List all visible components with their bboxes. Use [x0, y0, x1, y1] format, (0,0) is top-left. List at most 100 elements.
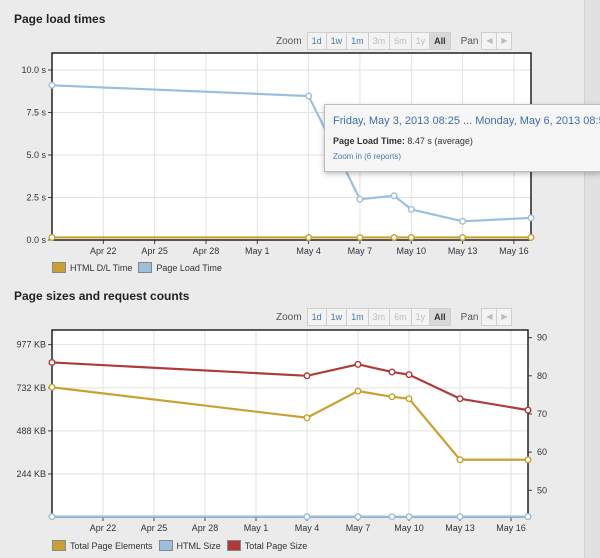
- legend-swatch: [158, 540, 173, 551]
- data-point: [48, 358, 56, 366]
- y-tick-label: 0.0 s: [26, 235, 46, 245]
- chevron-left-icon[interactable]: ◀: [481, 32, 498, 50]
- data-point: [390, 192, 398, 200]
- data-point: [48, 81, 56, 89]
- zoom-1y-button[interactable]: 1y: [410, 32, 431, 50]
- x-tick-label: Apr 28: [192, 523, 219, 533]
- x-tick-label: May 1: [244, 523, 269, 533]
- legend-item[interactable]: HTML D/L Time: [52, 262, 132, 273]
- page-sizes-chart: 244 KB 488 KB 732 KB 977 KB 50 60 70 80 90 Apr 22…: [16, 329, 547, 533]
- tooltip-metric-value: 8.47 s (average): [407, 136, 473, 146]
- pan-label: Pan: [460, 35, 479, 47]
- data-point: [354, 360, 362, 368]
- x-tick-label: May 13: [445, 523, 475, 533]
- data-point: [459, 233, 467, 241]
- y-left-tick-label: 244 KB: [16, 469, 46, 479]
- zoom-all-button[interactable]: All: [429, 308, 451, 326]
- legend-swatch: [52, 262, 66, 273]
- data-point: [303, 414, 311, 422]
- plot-area: [52, 330, 528, 517]
- zoom-3m-button[interactable]: 3m: [367, 32, 391, 50]
- data-point: [356, 195, 364, 203]
- data-point: [527, 214, 535, 222]
- load-times-legend: HTML D/L Time Page Load Time: [52, 262, 228, 273]
- legend-item[interactable]: Total Page Elements: [52, 540, 153, 551]
- data-point: [48, 383, 56, 391]
- x-tick-label: May 13: [448, 246, 478, 256]
- tooltip-title: Friday, May 3, 2013 08:25 ... Monday, Ma…: [333, 115, 600, 127]
- y-right-tick-label: 80: [537, 371, 547, 381]
- data-point: [354, 513, 362, 521]
- data-point: [388, 513, 396, 521]
- tooltip-metric: Page Load Time: 8.47 s (average): [333, 136, 473, 146]
- legend-item[interactable]: Page Load Time: [138, 262, 222, 273]
- page-sizes-legend: Total Page Elements HTML Size Total Page S…: [52, 540, 313, 551]
- data-point: [356, 233, 364, 241]
- data-point: [354, 387, 362, 395]
- x-tick-label: May 10: [396, 246, 426, 256]
- legend-label: HTML Size: [176, 540, 221, 551]
- data-point: [405, 395, 413, 403]
- zoom-1w-button[interactable]: 1w: [325, 32, 348, 50]
- data-point: [459, 217, 467, 225]
- zoom-all-button[interactable]: All: [429, 32, 451, 50]
- y-right-tick-label: 50: [537, 485, 547, 495]
- data-point: [527, 233, 535, 241]
- y-tick-label: 5.0 s: [26, 150, 46, 160]
- x-tick-label: May 7: [348, 246, 373, 256]
- x-tick-label: May 1: [245, 246, 270, 256]
- page-scroll-strip: [584, 0, 600, 558]
- zoom-label: Zoom: [276, 311, 302, 323]
- legend-item[interactable]: HTML Size: [158, 540, 221, 551]
- data-point: [456, 395, 464, 403]
- data-point: [405, 371, 413, 379]
- legend-swatch: [52, 540, 66, 551]
- legend-label: HTML D/L Time: [70, 262, 133, 273]
- chevron-right-icon[interactable]: ▶: [496, 32, 513, 50]
- data-point: [456, 456, 464, 464]
- data-point: [405, 513, 413, 521]
- data-point: [388, 393, 396, 401]
- data-point: [407, 205, 415, 213]
- legend-swatch: [226, 540, 241, 551]
- data-point: [305, 92, 313, 100]
- tooltip-zoom-link[interactable]: Zoom in (6 reports): [333, 152, 402, 161]
- chevron-right-icon[interactable]: ▶: [496, 308, 513, 326]
- pan-label: Pan: [460, 311, 479, 323]
- x-tick-label: May 4: [296, 246, 321, 256]
- x-tick-label: May 7: [346, 523, 371, 533]
- legend-item[interactable]: Total Page Size: [226, 540, 307, 551]
- x-tick-label: May 4: [295, 523, 320, 533]
- y-tick-label: 2.5 s: [26, 193, 46, 203]
- x-tick-label: Apr 25: [141, 246, 168, 256]
- data-point: [303, 513, 311, 521]
- y-tick-label: 10.0 s: [21, 65, 46, 75]
- y-left-tick-label: 977 KB: [16, 340, 46, 350]
- x-tick-label: Apr 28: [193, 246, 220, 256]
- data-point: [388, 368, 396, 376]
- zoom-label: Zoom: [276, 35, 302, 47]
- y-right-tick-label: 60: [537, 447, 547, 457]
- legend-label: Page Load Time: [156, 262, 222, 273]
- section-title-sizes: Page sizes and request counts: [14, 289, 190, 303]
- data-point: [305, 233, 313, 241]
- data-point: [48, 233, 56, 241]
- y-right-tick-label: 70: [537, 409, 547, 419]
- x-tick-label: May 16: [496, 523, 526, 533]
- data-point: [524, 456, 532, 464]
- zoom-1y-button[interactable]: 1y: [410, 308, 431, 326]
- tooltip-metric-label: Page Load Time:: [333, 136, 405, 146]
- x-tick-label: Apr 22: [90, 523, 117, 533]
- chart-tooltip: Friday, May 3, 2013 08:25 ... Monday, Ma…: [324, 104, 600, 172]
- data-point: [456, 513, 464, 521]
- legend-swatch: [138, 262, 153, 273]
- section-title-load-times: Page load times: [14, 12, 106, 26]
- x-tick-label: Apr 25: [141, 523, 168, 533]
- zoom-controls-sizes: Zoom 1d 1w 1m 3m 6m 1y All Pan ◀ ▶: [276, 308, 513, 326]
- data-point: [390, 233, 398, 241]
- data-point: [407, 233, 415, 241]
- data-point: [524, 406, 532, 414]
- y-left-tick-label: 488 KB: [16, 426, 46, 436]
- y-tick-label: 7.5 s: [26, 108, 46, 118]
- data-point: [303, 372, 311, 380]
